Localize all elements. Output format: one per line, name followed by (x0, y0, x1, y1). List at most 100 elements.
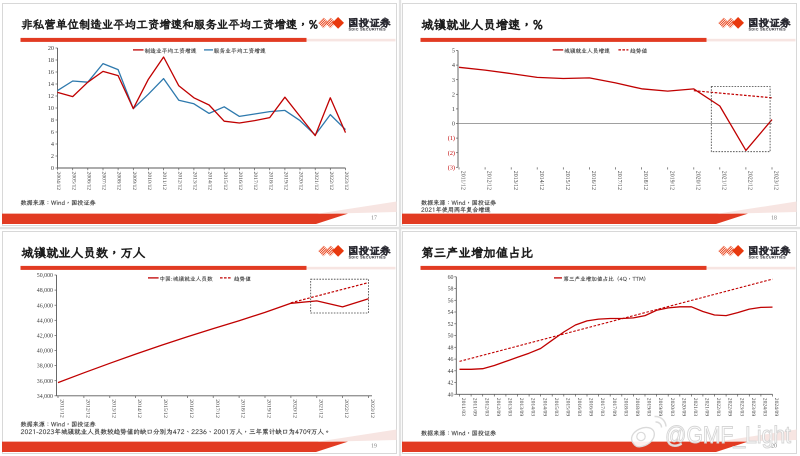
svg-text:2014/09: 2014/09 (541, 398, 547, 417)
svg-text:18: 18 (48, 57, 54, 64)
svg-text:SDIC SECURITIES: SDIC SECURITIES (349, 256, 387, 260)
svg-text:2013/12: 2013/12 (110, 399, 116, 418)
svg-text:2015/09: 2015/09 (564, 398, 570, 417)
svg-text:10: 10 (48, 105, 54, 112)
svg-text:56: 56 (448, 298, 454, 304)
svg-text:34,000: 34,000 (37, 394, 53, 400)
svg-text:20: 20 (48, 45, 54, 52)
svg-text:2017/12: 2017/12 (616, 171, 622, 190)
svg-text:SDIC SECURITIES: SDIC SECURITIES (749, 28, 787, 32)
svg-text:2014/12: 2014/12 (538, 171, 544, 190)
svg-text:2022/09: 2022/09 (727, 398, 733, 417)
svg-text:17: 17 (371, 216, 377, 222)
svg-text:2020/12: 2020/12 (291, 399, 297, 418)
svg-text:40,000: 40,000 (37, 349, 53, 355)
svg-text:2018/12: 2018/12 (642, 171, 648, 190)
svg-text:2023/12: 2023/12 (343, 172, 349, 191)
svg-text:0: 0 (51, 165, 54, 172)
svg-text:2023/03: 2023/03 (738, 398, 744, 417)
svg-text:2012/12: 2012/12 (84, 399, 90, 418)
svg-text:2011/03: 2011/03 (460, 398, 466, 416)
svg-text:2021/12: 2021/12 (317, 399, 323, 418)
svg-text:8: 8 (51, 117, 54, 124)
svg-text:3: 3 (452, 77, 455, 84)
svg-text:2011/09: 2011/09 (472, 398, 478, 416)
svg-text:2006/12: 2006/12 (85, 172, 91, 191)
svg-text:2008/12: 2008/12 (116, 172, 122, 191)
svg-text:18: 18 (771, 216, 777, 222)
svg-text:2011/12: 2011/12 (59, 399, 65, 418)
svg-text:2016/12: 2016/12 (590, 171, 596, 190)
svg-text:2015/12: 2015/12 (564, 171, 570, 190)
svg-text:4: 4 (51, 141, 54, 148)
svg-text:58: 58 (448, 287, 454, 293)
svg-text:2024/03: 2024/03 (762, 398, 768, 417)
svg-text:16: 16 (48, 69, 54, 76)
svg-text:2013/03: 2013/03 (506, 398, 512, 417)
svg-text:2017/12: 2017/12 (252, 172, 258, 191)
svg-text:2021/12: 2021/12 (313, 172, 319, 191)
svg-text:12: 12 (48, 93, 54, 100)
svg-text:19: 19 (371, 444, 377, 450)
svg-text:2020/12: 2020/12 (694, 171, 700, 190)
svg-text:1: 1 (452, 106, 455, 113)
svg-text:50,000: 50,000 (37, 273, 53, 279)
svg-text:2015/03: 2015/03 (553, 398, 559, 417)
svg-text:48,000: 48,000 (37, 288, 53, 294)
svg-text:2022/03: 2022/03 (715, 398, 721, 417)
svg-text:2019/12: 2019/12 (668, 171, 674, 190)
svg-text:SDIC SECURITIES: SDIC SECURITIES (349, 28, 387, 32)
svg-text:2020/03: 2020/03 (669, 398, 675, 417)
svg-text:2009/12: 2009/12 (131, 172, 137, 191)
svg-text:2018/09: 2018/09 (634, 398, 640, 417)
svg-text:2018/12: 2018/12 (240, 399, 246, 418)
svg-text:42,000: 42,000 (37, 334, 53, 340)
svg-text:52: 52 (448, 322, 454, 328)
svg-text:0: 0 (452, 121, 455, 128)
svg-text:4: 4 (452, 62, 455, 69)
svg-text:14: 14 (48, 81, 54, 88)
svg-text:2010/12: 2010/12 (146, 172, 152, 191)
svg-text:2015/12: 2015/12 (222, 172, 228, 191)
svg-text:2022/12: 2022/12 (343, 399, 349, 418)
svg-text:38,000: 38,000 (37, 364, 53, 370)
svg-text:2017/12: 2017/12 (214, 399, 220, 418)
svg-text:40: 40 (448, 392, 454, 398)
svg-text:(2): (2) (448, 150, 455, 157)
svg-text:2012/03: 2012/03 (483, 398, 489, 417)
svg-text:2017/09: 2017/09 (611, 398, 617, 417)
svg-text:2013/12: 2013/12 (192, 172, 198, 191)
svg-text:2004/12: 2004/12 (55, 172, 61, 191)
svg-text:50: 50 (448, 334, 454, 340)
svg-text:2022/12: 2022/12 (747, 171, 753, 190)
svg-text:2019/09: 2019/09 (657, 398, 663, 417)
svg-text:2012/12: 2012/12 (176, 172, 182, 191)
svg-text:SDIC SECURITIES: SDIC SECURITIES (749, 256, 787, 260)
svg-text:54: 54 (448, 310, 454, 316)
svg-text:2024/09: 2024/09 (773, 398, 779, 417)
svg-text:2014/12: 2014/12 (136, 399, 142, 418)
svg-text:2014/03: 2014/03 (530, 398, 536, 417)
svg-text:2016/12: 2016/12 (188, 399, 194, 418)
svg-text:2020/09: 2020/09 (680, 398, 686, 417)
svg-text:48: 48 (448, 345, 454, 351)
svg-text:5: 5 (452, 48, 455, 55)
svg-text:46: 46 (448, 357, 454, 363)
svg-text:44: 44 (448, 369, 454, 375)
svg-text:2018/12: 2018/12 (267, 172, 273, 191)
svg-text:(1): (1) (448, 135, 455, 142)
svg-text:(3): (3) (448, 164, 455, 171)
svg-text:2021/12: 2021/12 (720, 171, 726, 190)
svg-text:2: 2 (51, 153, 54, 160)
svg-text:2007/12: 2007/12 (101, 172, 107, 191)
svg-text:2023/12: 2023/12 (369, 399, 375, 418)
svg-text:2022/12: 2022/12 (328, 172, 334, 191)
svg-text:2013/09: 2013/09 (518, 398, 524, 417)
svg-text:2023/09: 2023/09 (750, 398, 756, 417)
svg-text:@GMF_Light: @GMF_Light (665, 422, 791, 449)
svg-text:2021/03: 2021/03 (692, 398, 698, 417)
svg-text:36,000: 36,000 (37, 379, 53, 385)
svg-text:42: 42 (448, 381, 454, 387)
svg-text:2019/12: 2019/12 (266, 399, 272, 418)
svg-text:6: 6 (51, 129, 54, 136)
